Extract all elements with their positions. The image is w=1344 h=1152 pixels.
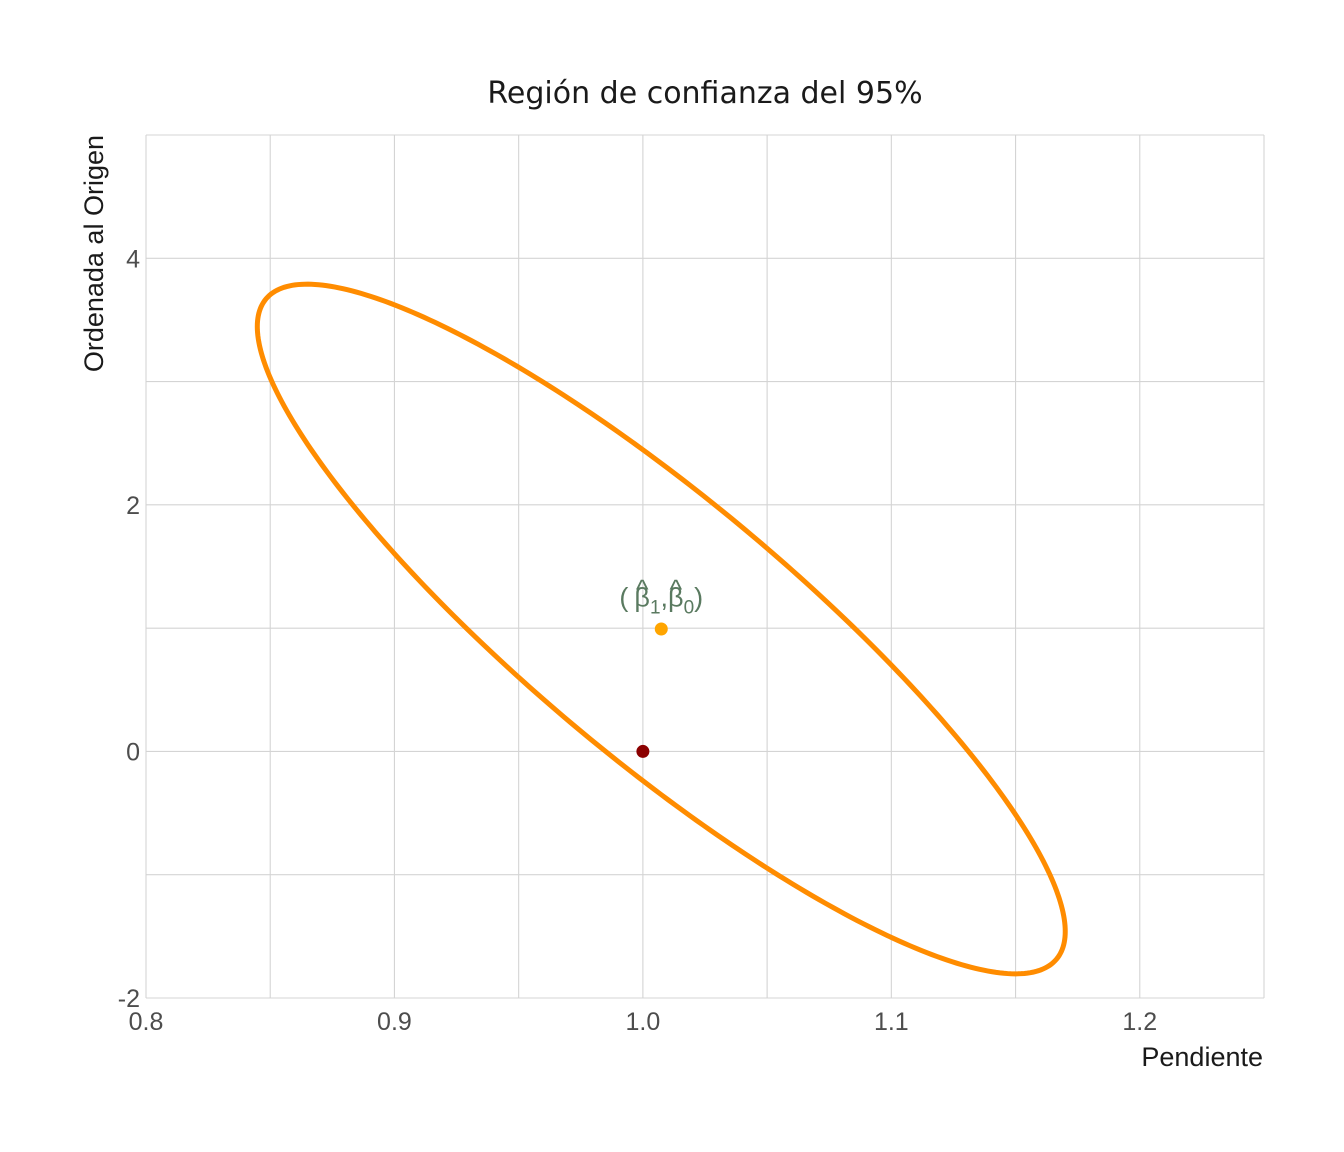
annotation-beta0: β <box>668 582 684 612</box>
estimate-annotation: (β1,β0) <box>619 582 703 618</box>
annotation-hat-1: ^ <box>636 574 649 604</box>
y-tick-label: 0 <box>126 738 140 766</box>
y-axis-label: Ordenada al Origen <box>79 135 109 372</box>
confidence-ellipse <box>254 281 1068 977</box>
x-tick-label: 0.9 <box>377 1008 412 1036</box>
estimate-point <box>654 622 668 636</box>
annotation-hat-0: ^ <box>669 574 682 604</box>
x-tick-label: 1.0 <box>626 1008 661 1036</box>
y-tick-label: 2 <box>126 492 140 520</box>
y-tick-label: 4 <box>126 245 140 273</box>
annotation-open-paren: ( <box>619 582 628 612</box>
chart-title: Región de confianza del 95% <box>487 76 922 111</box>
points <box>636 622 668 758</box>
y-axis-ticks: -2 0 2 4 <box>118 245 140 1013</box>
x-tick-label: 1.2 <box>1122 1008 1157 1036</box>
annotation-beta1: β <box>634 582 650 612</box>
x-tick-label: 1.1 <box>874 1008 909 1036</box>
annotation-close-paren: ) <box>694 582 703 612</box>
x-axis-ticks: 0.8 0.9 1.0 1.1 1.2 <box>129 1008 1158 1036</box>
y-tick-label: -2 <box>118 985 140 1013</box>
annotation-sub0: 0 <box>684 597 695 618</box>
annotation-sub1: 1 <box>650 597 661 618</box>
x-axis-label: Pendiente <box>1141 1042 1263 1072</box>
grid <box>145 134 1265 999</box>
annotation-comma: , <box>661 582 669 612</box>
x-tick-label: 0.8 <box>129 1008 164 1036</box>
reference-point <box>636 744 650 758</box>
